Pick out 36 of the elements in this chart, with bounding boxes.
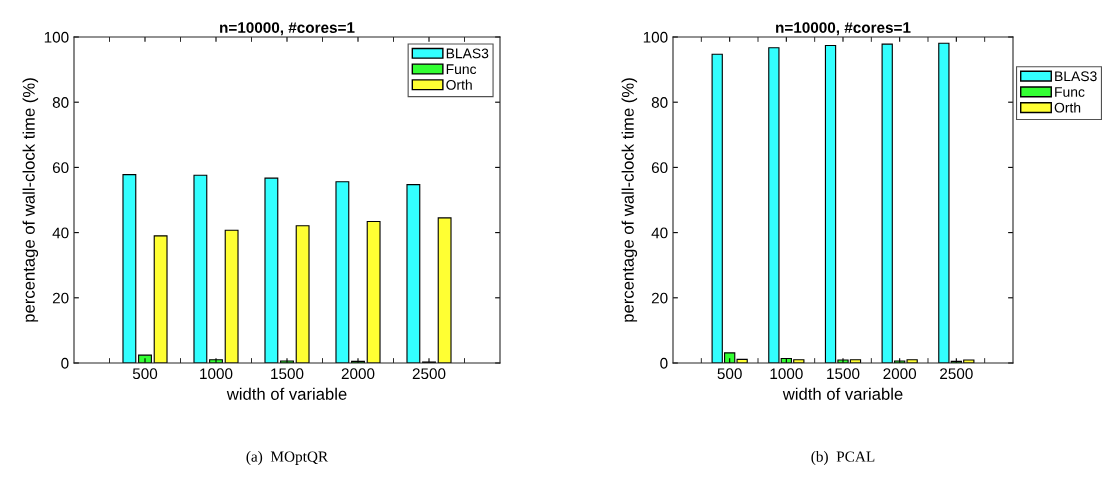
x-tick-label: 1000 [200,368,233,380]
x-tick-label: 1000 [770,368,803,380]
y-tick-label: 60 [651,162,668,174]
x-tick-label: 1500 [827,368,860,380]
y-tick-label: 0 [660,357,668,369]
x-tick-label: 2500 [940,368,973,380]
legend-label: Func [446,64,477,75]
y-tick-label: 80 [52,97,69,108]
legend-label: Func [1055,87,1085,97]
legend-label: Orth [446,79,472,90]
y-tick-label: 20 [52,292,69,304]
x-tick-label: 2500 [412,368,446,380]
y-tick-label: 100 [643,31,668,43]
y-tick-label: 40 [52,227,69,239]
y-axis-title: percentage of wall-clock time (%) [22,78,39,322]
legend-label: BLAS3 [1055,71,1097,82]
x-axis-title: width of variable [782,387,903,400]
text: (a) MOptQR [246,451,329,465]
chart-title: n=10000, #cores=1 [776,22,911,36]
text: (b) PCAL [811,451,875,465]
y-tick-label: 20 [651,292,668,304]
y-axis-title: percentage of wall-clock time (%) [621,78,638,322]
x-tick-label: 2000 [341,368,375,380]
x-axis-title: width of variable [226,387,347,400]
x-tick-label: 500 [132,368,158,380]
y-tick-label: 60 [52,162,69,174]
x-tick-label: 500 [717,368,742,380]
chart-title: n=10000, #cores=1 [220,22,355,36]
legend-label: BLAS3 [446,48,489,59]
x-tick-label: 1500 [271,368,304,380]
y-tick-label: 0 [61,357,69,369]
x-tick-label: 2000 [883,368,917,380]
y-tick-label: 40 [651,227,668,239]
y-tick-label: 100 [44,31,69,43]
legend-label: Orth [1054,102,1081,113]
y-tick-label: 80 [651,97,668,108]
